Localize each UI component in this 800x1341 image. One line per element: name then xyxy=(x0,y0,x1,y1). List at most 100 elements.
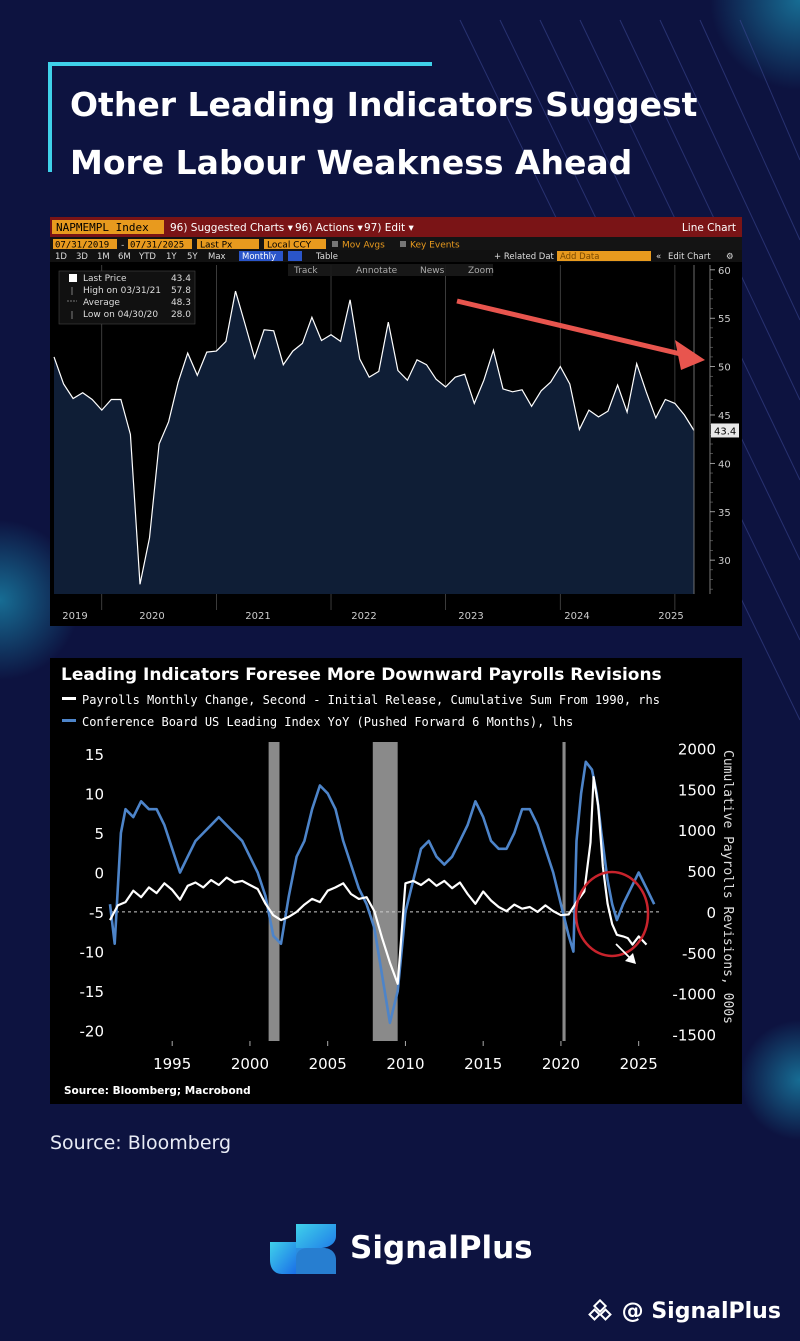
right-tick--500: -500 xyxy=(682,945,716,963)
bloomberg-chart-svg: NAPMEMPL Index 96) Suggested Charts ▾ 96… xyxy=(50,217,742,622)
x-tick-2010: 2010 xyxy=(386,1055,424,1073)
x-label-2020: 2020 xyxy=(139,611,164,622)
legend-low-label: Low on 04/30/20 xyxy=(83,310,158,320)
recession-band-2 xyxy=(562,742,566,1041)
last-value-tag xyxy=(711,423,739,438)
bloomberg-chart-panel: NAPMEMPL Index 96) Suggested Charts ▾ 96… xyxy=(50,217,742,626)
gear-icon[interactable]: ⚙ xyxy=(726,252,734,262)
table-button[interactable]: Table xyxy=(315,252,338,262)
menu-suggested-charts[interactable]: 96) Suggested Charts ▾ xyxy=(170,222,294,234)
menu-edit[interactable]: 97) Edit ▾ xyxy=(364,222,414,234)
left-tick-0: 0 xyxy=(94,865,104,883)
left-tick--5: -5 xyxy=(89,904,104,922)
annotation-arrow-head-2 xyxy=(625,953,636,964)
legend-avg-value: 48.3 xyxy=(171,298,191,308)
edit-chart-button[interactable]: Edit Chart xyxy=(668,252,711,262)
period-button-6m[interactable]: 6M xyxy=(118,252,131,262)
period-button-1d[interactable]: 1D xyxy=(55,252,67,262)
recession-band-0 xyxy=(268,742,280,1041)
legend-last-value: 43.4 xyxy=(171,274,191,284)
collapse-icon[interactable]: « xyxy=(656,252,661,262)
left-tick-15: 15 xyxy=(85,746,104,764)
end-date-text: 07/31/2025 xyxy=(130,241,184,251)
x-label-2021: 2021 xyxy=(245,611,270,622)
news-tool[interactable]: News xyxy=(420,266,445,276)
series-line-payrolls xyxy=(109,776,648,985)
title-line-2: More Labour Weakness Ahead xyxy=(70,143,633,182)
x-tick-2025: 2025 xyxy=(620,1055,658,1073)
period-button-3d[interactable]: 3D xyxy=(76,252,88,262)
page-source: Source: Bloomberg xyxy=(50,1132,232,1154)
add-data-text: Add Data xyxy=(560,252,599,262)
zoom-tool[interactable]: Zoom xyxy=(468,266,494,276)
terminal-menu-bar xyxy=(50,217,742,237)
x-label-2023: 2023 xyxy=(458,611,483,622)
right-tick--1000: -1000 xyxy=(672,986,716,1004)
ticker-box[interactable] xyxy=(52,220,164,234)
legend-payrolls-label: Payrolls Monthly Change, Second - Initia… xyxy=(82,693,660,707)
track-tool[interactable]: Track xyxy=(293,266,318,276)
period-button-ytd[interactable]: YTD xyxy=(138,252,156,262)
chart-style-icon[interactable] xyxy=(288,251,302,261)
right-tick-2000: 2000 xyxy=(678,741,716,759)
y-tick-label-55: 55 xyxy=(718,314,731,325)
last-value-tag-text: 43.4 xyxy=(714,426,736,437)
watermark: @ SignalPlus xyxy=(588,1299,781,1325)
ticker-label: NAPMEMPL Index xyxy=(56,221,149,234)
macrobond-chart-svg: Leading Indicators Foresee More Downward… xyxy=(61,665,735,1097)
left-tick--20: -20 xyxy=(80,1023,105,1041)
start-date-field[interactable] xyxy=(53,239,117,249)
macrobond-chart-panel: Leading Indicators Foresee More Downward… xyxy=(50,658,742,1104)
series-line xyxy=(53,290,695,585)
signalplus-logo-icon xyxy=(270,1224,336,1274)
legend-low-value: 28.0 xyxy=(171,310,191,320)
legend-leading-swatch xyxy=(62,719,76,722)
annotate-tool[interactable]: Annotate xyxy=(356,266,398,276)
binance-square-icon xyxy=(588,1299,612,1321)
left-tick-5: 5 xyxy=(94,825,104,843)
y-tick-label-35: 35 xyxy=(718,508,731,519)
series-line-leading-index xyxy=(108,760,656,1025)
right-tick-500: 500 xyxy=(687,863,716,881)
period-button-max[interactable]: Max xyxy=(208,252,226,262)
title-line-1: Other Leading Indicators Suggest xyxy=(70,85,698,124)
brand-block: SignalPlus xyxy=(268,1222,568,1278)
left-tick--10: -10 xyxy=(80,944,105,962)
related-data-button[interactable]: + Related Dat xyxy=(494,252,555,262)
legend-payrolls-swatch xyxy=(62,697,76,700)
date-separator: - xyxy=(120,241,125,251)
end-date-field[interactable] xyxy=(128,239,192,249)
tools-bar xyxy=(288,264,493,276)
series-area xyxy=(54,291,694,594)
annotation-arrow-shaft xyxy=(456,298,686,358)
legend-high-label: High on 03/31/21 xyxy=(83,286,161,296)
right-tick--1500: -1500 xyxy=(672,1026,716,1044)
y-tick-label-30: 30 xyxy=(718,556,731,567)
chart2-source: Source: Bloomberg; Macrobond xyxy=(64,1085,251,1097)
period-button-1m[interactable]: 1M xyxy=(97,252,110,262)
left-tick-10: 10 xyxy=(85,785,104,803)
menu-actions[interactable]: 96) Actions ▾ xyxy=(295,222,363,234)
x-tick-2000: 2000 xyxy=(231,1055,269,1073)
key-events-label: Key Events xyxy=(410,241,460,251)
left-tick--15: -15 xyxy=(80,983,105,1001)
chart-type-label: Line Chart xyxy=(682,222,736,234)
mov-avgs-label: Mov Avgs xyxy=(342,241,385,251)
currency-select[interactable] xyxy=(264,239,326,249)
chart2-title: Leading Indicators Foresee More Downward… xyxy=(61,665,662,685)
period-buttons: 1D 3D 1M 6M YTD 1Y 5Y Max xyxy=(55,252,226,262)
currency-select-text: Local CCY xyxy=(267,241,312,251)
y-tick-label-50: 50 xyxy=(718,363,731,374)
field-select[interactable] xyxy=(197,239,259,249)
x-label-2024: 2024 xyxy=(564,611,589,622)
title-accent-side xyxy=(48,62,52,172)
period-button-5y[interactable]: 5Y xyxy=(187,252,198,262)
legend-box xyxy=(58,270,196,325)
frequency-select[interactable] xyxy=(239,251,283,261)
watermark-text: @ SignalPlus xyxy=(621,1299,781,1324)
mov-avgs-checkbox[interactable] xyxy=(332,241,338,247)
period-button-1y[interactable]: 1Y xyxy=(166,252,177,262)
x-tick-2015: 2015 xyxy=(464,1055,502,1073)
add-data-field[interactable] xyxy=(557,251,651,261)
key-events-checkbox[interactable] xyxy=(400,241,406,247)
